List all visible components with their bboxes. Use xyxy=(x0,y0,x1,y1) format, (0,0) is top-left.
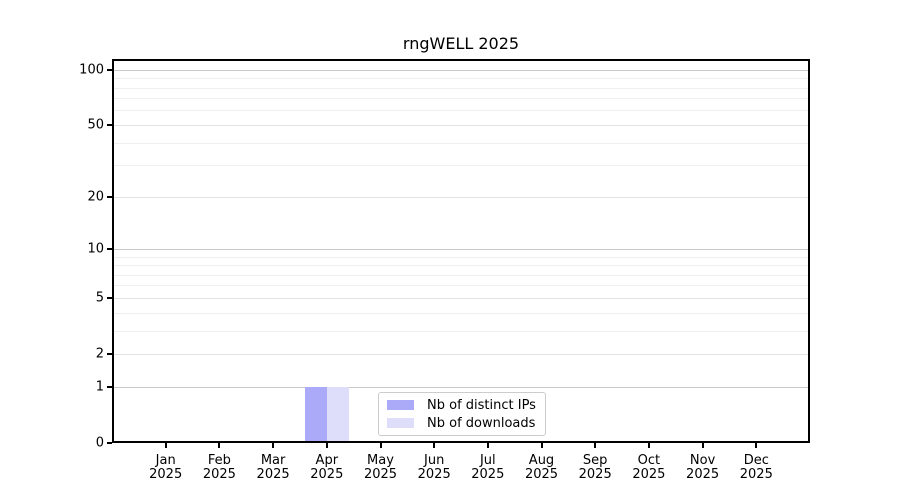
chart-title: rngWELL 2025 xyxy=(402,34,520,53)
x-tick-month: Apr xyxy=(315,453,339,468)
gridline-y-50 xyxy=(112,124,810,126)
gridline-y-10 xyxy=(112,248,810,250)
legend-entries: Nb of distinct IPs Nb of downloads xyxy=(387,396,545,432)
y-tick-label-100: 100 xyxy=(79,62,104,78)
x-tick-label-feb: Feb 2025 xyxy=(203,454,236,482)
x-tick-year: 2025 xyxy=(149,467,183,482)
x-tick-year: 2025 xyxy=(310,467,344,482)
x-tick-label-jul: Jul 2025 xyxy=(471,454,504,482)
legend-label-nb-of-downloads: Nb of downloads xyxy=(427,415,536,431)
x-tick-year: 2025 xyxy=(524,467,559,482)
gridline-y-8 xyxy=(112,265,810,266)
gridline-y-80 xyxy=(112,87,810,89)
y-tick-label-2: 2 xyxy=(95,346,104,362)
y-tick-label-20: 20 xyxy=(87,189,104,205)
gridline-y-1 xyxy=(112,386,810,388)
legend-item-nb-of-downloads: Nb of downloads xyxy=(387,414,545,432)
gridline-y-4 xyxy=(112,312,810,314)
gridline-y-6 xyxy=(112,285,810,287)
x-tick-label-apr: Apr 2025 xyxy=(310,454,343,482)
x-tick-month: Nov xyxy=(689,453,716,468)
legend-swatch-nb-of-downloads xyxy=(387,418,414,428)
y-tick-label-0: 0 xyxy=(95,435,104,451)
x-tick-month: Jun xyxy=(424,453,445,468)
x-tick-oct xyxy=(647,443,650,448)
x-tick-year: 2025 xyxy=(632,467,666,482)
x-tick-year: 2025 xyxy=(256,467,290,482)
gridline-y-90 xyxy=(112,78,810,80)
x-tick-month: Dec xyxy=(743,453,769,468)
x-tick-label-oct: Oct 2025 xyxy=(632,454,665,482)
gridline-y-70 xyxy=(112,98,810,100)
x-tick-jul xyxy=(486,443,489,448)
legend: Nb of distinct IPs Nb of downloads xyxy=(378,392,546,436)
gridline-y-40 xyxy=(112,142,810,144)
legend-label-nb-of-distinct-ips: Nb of distinct IPs xyxy=(427,397,536,413)
x-tick-year: 2025 xyxy=(686,467,720,482)
bar-nb-of-downloads-apr xyxy=(326,387,349,443)
plot-border xyxy=(112,59,810,443)
x-tick-year: 2025 xyxy=(578,467,612,482)
x-tick-label-jan: Jan 2025 xyxy=(149,454,182,482)
x-tick-feb xyxy=(218,443,221,448)
y-tick-label-1: 1 xyxy=(95,379,104,395)
x-tick-label-mar: Mar 2025 xyxy=(257,454,290,482)
y-tick-100 xyxy=(107,69,112,72)
gridline-y-30 xyxy=(112,165,810,167)
x-tick-aug xyxy=(540,443,543,448)
y-tick-2 xyxy=(107,353,112,356)
x-tick-month: Aug xyxy=(528,453,555,468)
gridline-y-60 xyxy=(112,110,810,112)
x-tick-dec xyxy=(755,443,758,448)
x-tick-month: Jul xyxy=(479,453,496,468)
x-tick-year: 2025 xyxy=(202,467,236,482)
x-tick-month: Feb xyxy=(207,453,231,468)
x-tick-jun xyxy=(433,443,436,448)
gridline-y-7 xyxy=(112,274,810,276)
x-tick-year: 2025 xyxy=(417,467,451,482)
x-tick-may xyxy=(379,443,382,448)
y-tick-1 xyxy=(107,386,112,388)
x-tick-month: May xyxy=(367,453,394,468)
legend-swatch-nb-of-distinct-ips xyxy=(387,400,414,410)
x-tick-nov xyxy=(701,443,704,448)
y-tick-10 xyxy=(107,248,112,251)
y-tick-label-5: 5 xyxy=(95,290,104,306)
x-tick-year: 2025 xyxy=(363,467,398,482)
bar-nb-of-distinct-ips-apr xyxy=(304,387,327,443)
y-tick-label-10: 10 xyxy=(87,241,104,257)
x-tick-year: 2025 xyxy=(471,467,505,482)
x-tick-jan xyxy=(164,443,167,448)
x-tick-label-nov: Nov 2025 xyxy=(686,454,719,482)
y-tick-50 xyxy=(107,124,112,127)
gridline-y-5 xyxy=(112,297,810,299)
x-tick-label-may: May 2025 xyxy=(364,454,397,482)
y-tick-20 xyxy=(107,196,112,199)
x-tick-apr xyxy=(325,443,328,448)
x-tick-label-aug: Aug 2025 xyxy=(525,454,558,482)
x-tick-label-sep: Sep 2025 xyxy=(579,454,612,482)
y-tick-label-50: 50 xyxy=(87,117,104,133)
y-tick-0 xyxy=(107,442,112,444)
x-tick-mar xyxy=(272,443,275,448)
y-tick-5 xyxy=(107,297,112,300)
x-tick-label-dec: Dec 2025 xyxy=(740,454,773,482)
legend-item-nb-of-distinct-ips: Nb of distinct IPs xyxy=(387,396,545,414)
x-tick-month: Jan xyxy=(155,453,176,468)
gridline-y-2 xyxy=(112,353,810,355)
gridline-y-9 xyxy=(112,256,810,258)
x-tick-sep xyxy=(594,443,597,448)
gridline-y-20 xyxy=(112,196,810,198)
x-tick-label-jun: Jun 2025 xyxy=(418,454,451,482)
x-tick-month: Sep xyxy=(582,453,608,468)
gridline-y-3 xyxy=(112,330,810,332)
x-tick-month: Oct xyxy=(637,453,661,468)
x-tick-year: 2025 xyxy=(739,467,773,482)
gridline-y-100 xyxy=(112,69,810,71)
plot-area xyxy=(112,59,810,443)
x-tick-month: Mar xyxy=(260,453,286,468)
